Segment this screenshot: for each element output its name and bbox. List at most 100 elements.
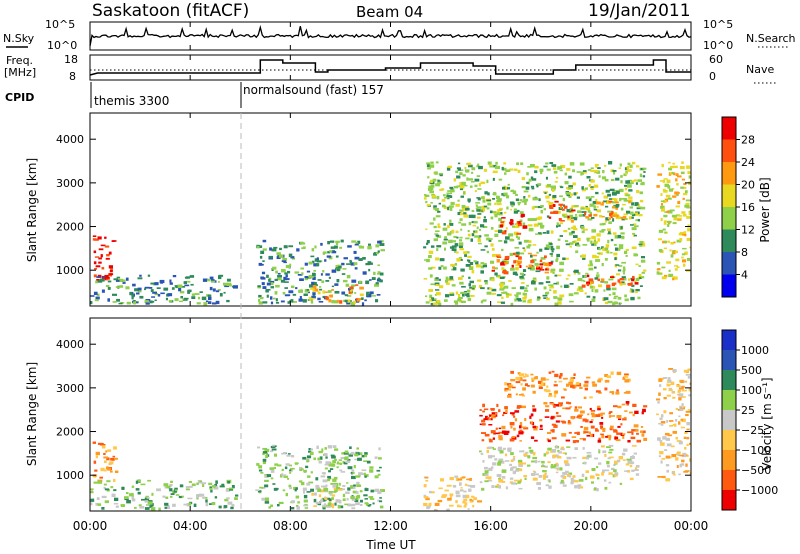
heatmap-cell [565,240,569,243]
heatmap-cell [454,475,459,478]
heatmap-cell [634,469,639,471]
heatmap-cell [668,273,674,277]
heatmap-cell [491,416,496,419]
heatmap-cell [322,504,327,507]
heatmap-cell [274,278,278,281]
heatmap-cell [554,380,557,383]
heatmap-cell [583,275,587,278]
heatmap-cell [98,257,102,260]
heatmap-cell [481,196,485,199]
heatmap-cell [531,265,535,270]
heatmap-cell [487,446,493,449]
heatmap-cell [514,469,520,472]
heatmap-cell [578,485,581,489]
heatmap-cell [625,248,629,251]
heatmap-cell [327,241,330,245]
heatmap-cell [498,229,502,234]
heatmap-cell [610,251,613,254]
heatmap-cell [107,287,111,290]
heatmap-cell [583,280,586,283]
heatmap-cell [177,284,183,288]
heatmap-cell [636,432,639,435]
heatmap-cell [608,412,611,415]
heatmap-cell [309,298,312,301]
heatmap-cell [313,457,316,461]
heatmap-cell [557,238,561,241]
heatmap-cell [509,239,515,242]
heatmap-cell [686,165,690,169]
heatmap-cell [514,410,520,413]
heatmap-cell [643,171,646,173]
heatmap-cell [448,205,453,208]
heatmap-cell [178,495,183,499]
heatmap-cell [632,232,636,235]
heatmap-cell [519,275,524,279]
heatmap-cell [521,405,526,409]
heatmap-cell [295,287,298,290]
heatmap-cell [509,252,513,257]
heatmap-cell [620,216,623,219]
heatmap-cell [324,467,328,470]
heatmap-cell [589,211,592,215]
heatmap-cell [591,235,596,240]
heatmap-cell [658,422,661,425]
heatmap-cell [431,491,435,494]
heatmap-cell [597,167,601,169]
heatmap-cell [544,255,547,259]
heatmap-cell [547,431,552,434]
heatmap-cell [97,503,102,506]
heatmap-cell [640,206,646,210]
heatmap-cell [93,250,97,254]
heatmap-cell [272,483,276,485]
heatmap-cell [430,283,435,286]
heatmap-cell [466,251,470,254]
heatmap-cell [543,286,547,290]
heatmap-cell [355,475,361,478]
heatmap-cell [298,298,303,302]
heatmap-cell [512,457,516,461]
heatmap-cell [482,410,485,413]
heatmap-cell [595,390,601,393]
heatmap-cell [100,467,105,472]
heatmap-cell [613,171,616,175]
heatmap-cell [556,222,559,226]
heatmap-cell [631,216,634,219]
heatmap-cell [334,458,337,461]
heatmap-cell [218,274,224,277]
heatmap-cell [549,162,554,164]
heatmap-cell [435,292,441,296]
heatmap-cell [350,289,353,292]
heatmap-cell [635,465,640,468]
heatmap-cell [590,167,594,170]
heatmap-cell [566,456,572,460]
heatmap-cell [347,487,351,491]
heatmap-cell [320,485,326,488]
heatmap-cell [512,271,518,275]
heatmap-cell [689,382,691,385]
heatmap-cell [610,425,614,429]
heatmap-cell [95,296,100,300]
y-tick-label: 1000 [56,264,84,277]
heatmap-cell [141,498,146,501]
heatmap-cell [265,289,269,293]
heatmap-cell [615,201,619,204]
heatmap-cell [364,299,367,302]
heatmap-cell [438,487,443,490]
heatmap-cell [615,391,620,395]
heatmap-cell [374,456,378,459]
heatmap-cell [510,370,514,374]
heatmap-cell [595,474,600,477]
heatmap-cell [575,242,580,246]
heatmap-cell [668,188,673,192]
heatmap-cell [688,394,691,397]
heatmap-cell [677,389,682,392]
heatmap-cell [682,213,687,217]
heatmap-cell [374,283,380,287]
heatmap-cell [544,378,550,381]
heatmap-cell [498,213,503,216]
heatmap-cell [516,162,519,166]
heatmap-cell [491,269,495,272]
heatmap-cell [462,184,468,187]
heatmap-cell [533,223,539,227]
heatmap-cell [501,217,506,219]
